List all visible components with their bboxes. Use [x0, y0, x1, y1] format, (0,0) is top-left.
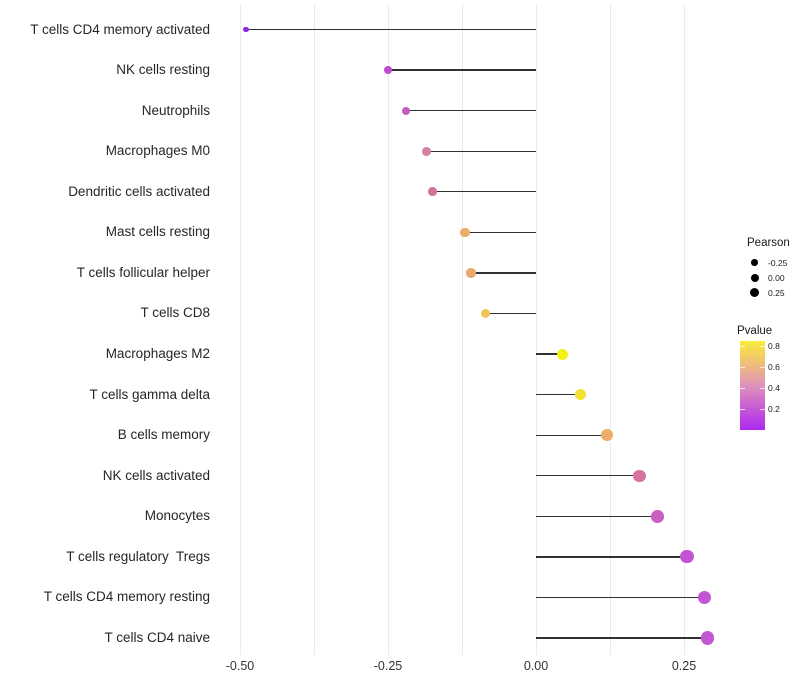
pvalue-tick-label: 0.4 [768, 383, 780, 393]
lollipop-stem [536, 637, 708, 639]
pvalue-colorbar-tick [740, 346, 745, 347]
lollipop-dot [480, 308, 491, 319]
pvalue-colorbar-tick [740, 409, 745, 410]
lollipop-stem [536, 596, 705, 599]
lollipop-dot [243, 26, 249, 33]
lollipop-dot [428, 187, 437, 197]
pvalue-colorbar-tick [740, 367, 745, 368]
category-label: Mast cells resting [105, 224, 210, 240]
lollipop-stem [536, 475, 640, 477]
lollipop-stem [432, 191, 536, 193]
category-label: T cells regulatory Tregs [66, 548, 210, 564]
pvalue-tick-label: 0.6 [768, 362, 780, 372]
pvalue-colorbar-tick [740, 388, 745, 389]
lollipop-stem [536, 353, 563, 355]
lollipop-dot [651, 510, 664, 523]
gridline [387, 4, 389, 655]
pvalue-colorbar [740, 341, 765, 430]
lollipop-dot [574, 388, 587, 401]
lollipop-dot [401, 106, 410, 115]
pvalue-colorbar-tick [760, 346, 765, 347]
category-label: T cells CD4 naive [104, 630, 210, 646]
lollipop-dot [384, 66, 392, 75]
lollipop-dot [698, 590, 712, 605]
lollipop-stem [485, 312, 536, 315]
pvalue-tick-label: 0.8 [768, 341, 780, 351]
pearson-legend-title: Pearson [747, 237, 790, 249]
x-axis-tick-label: -0.50 [225, 659, 255, 673]
lollipop-stem [405, 109, 536, 112]
lollipop-dot [460, 227, 470, 237]
pearson-legend-label: 0.25 [768, 287, 785, 298]
lollipop-stem [464, 231, 536, 233]
category-label: T cells CD4 memory resting [43, 589, 210, 605]
pearson-legend-label: -0.25 [768, 257, 788, 268]
gridline [683, 4, 685, 655]
lollipop-stem [245, 28, 536, 31]
lollipop-stem [470, 272, 536, 274]
category-label: T cells gamma delta [89, 386, 210, 402]
category-label: Monocytes [144, 508, 210, 524]
gridline [535, 4, 537, 655]
pvalue-colorbar-tick [760, 367, 765, 368]
lollipop-dot [466, 268, 476, 278]
gridline [313, 4, 315, 655]
lollipop-dot [422, 146, 431, 156]
lollipop-stem [536, 515, 658, 517]
x-axis-tick-label: 0.25 [671, 659, 697, 673]
pearson-legend-dot [751, 259, 758, 266]
pearson-legend-dot [750, 273, 759, 282]
lollipop-dot [700, 631, 715, 645]
category-label: NK cells activated [102, 467, 210, 483]
pearson-legend-dot [749, 287, 760, 298]
lollipop-dot [680, 550, 694, 564]
lollipop-dot [633, 469, 646, 482]
lollipop-stem [536, 393, 581, 396]
lollipop-dot [601, 429, 613, 442]
lollipop-stem [536, 434, 608, 436]
pvalue-legend-title: Pvalue [737, 325, 773, 337]
category-label: NK cells resting [116, 62, 210, 78]
category-label: Macrophages M2 [105, 346, 210, 362]
x-axis-tick-label: -0.25 [373, 659, 403, 673]
gridline [239, 4, 241, 655]
x-axis-tick-label: 0.00 [523, 659, 549, 673]
lollipop-stem [536, 556, 687, 558]
category-label: Macrophages M0 [105, 143, 210, 159]
lollipop-stem [388, 69, 536, 71]
gridline [609, 4, 611, 655]
lollipop-dot [557, 348, 569, 360]
category-label: T cells CD8 [140, 305, 210, 321]
category-label: Neutrophils [141, 102, 210, 118]
pvalue-colorbar-tick [760, 388, 765, 389]
category-label: T cells follicular helper [76, 264, 210, 280]
gridline [461, 4, 463, 655]
category-label: T cells CD4 memory activated [30, 21, 210, 37]
lollipop-stem [426, 150, 536, 152]
pvalue-colorbar-tick [760, 409, 765, 410]
pearson-legend-label: 0.00 [768, 272, 785, 283]
category-label: B cells memory [117, 427, 210, 443]
pvalue-tick-label: 0.2 [768, 404, 780, 414]
category-label: Dendritic cells activated [68, 183, 210, 199]
